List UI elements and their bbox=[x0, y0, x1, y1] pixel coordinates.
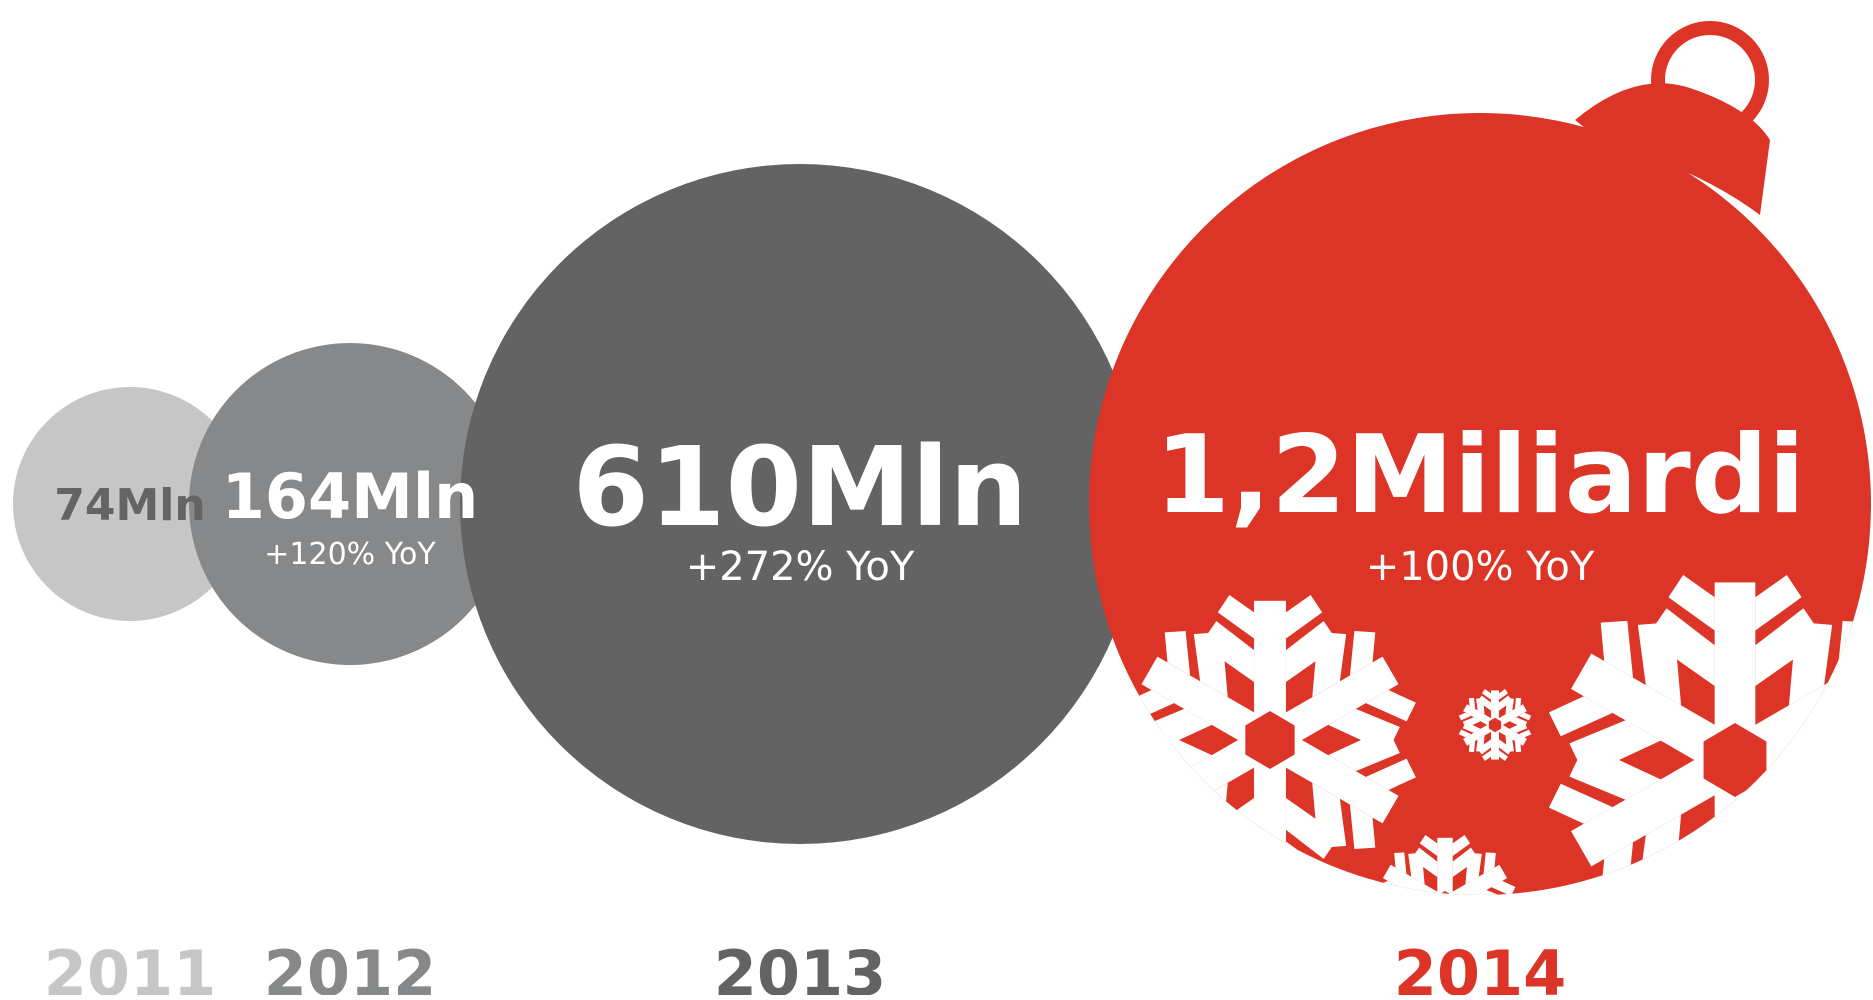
year-label-2012: 2012 bbox=[264, 937, 437, 995]
growth-label-2014: +100% YoY bbox=[1366, 544, 1595, 590]
ornament-cap-icon bbox=[1575, 21, 1770, 215]
year-label-2014: 2014 bbox=[1394, 937, 1567, 995]
year-label-2011: 2011 bbox=[44, 937, 217, 995]
growth-label-2012: +120% YoY bbox=[264, 537, 436, 572]
bubble-2013 bbox=[460, 164, 1140, 844]
growth-label-2013: +272% YoY bbox=[686, 544, 915, 590]
value-label-2012: 164Mln bbox=[222, 460, 479, 533]
bubble-2012 bbox=[189, 343, 511, 665]
year-axis: 2011 2012 2013 2014 bbox=[44, 937, 1567, 1000]
value-label-2011: 74Mln bbox=[54, 480, 205, 531]
bubble-2011 bbox=[13, 387, 247, 621]
labels-layer: 74Mln 164Mln +120% YoY 610Mln+272% YoY 1,2Mi… bbox=[54, 413, 1805, 590]
value-label-2014: 1,2Miliardi bbox=[1155, 413, 1805, 538]
value-label-2013: 610Mln bbox=[572, 423, 1027, 551]
year-label-2013: 2013 bbox=[714, 937, 887, 995]
